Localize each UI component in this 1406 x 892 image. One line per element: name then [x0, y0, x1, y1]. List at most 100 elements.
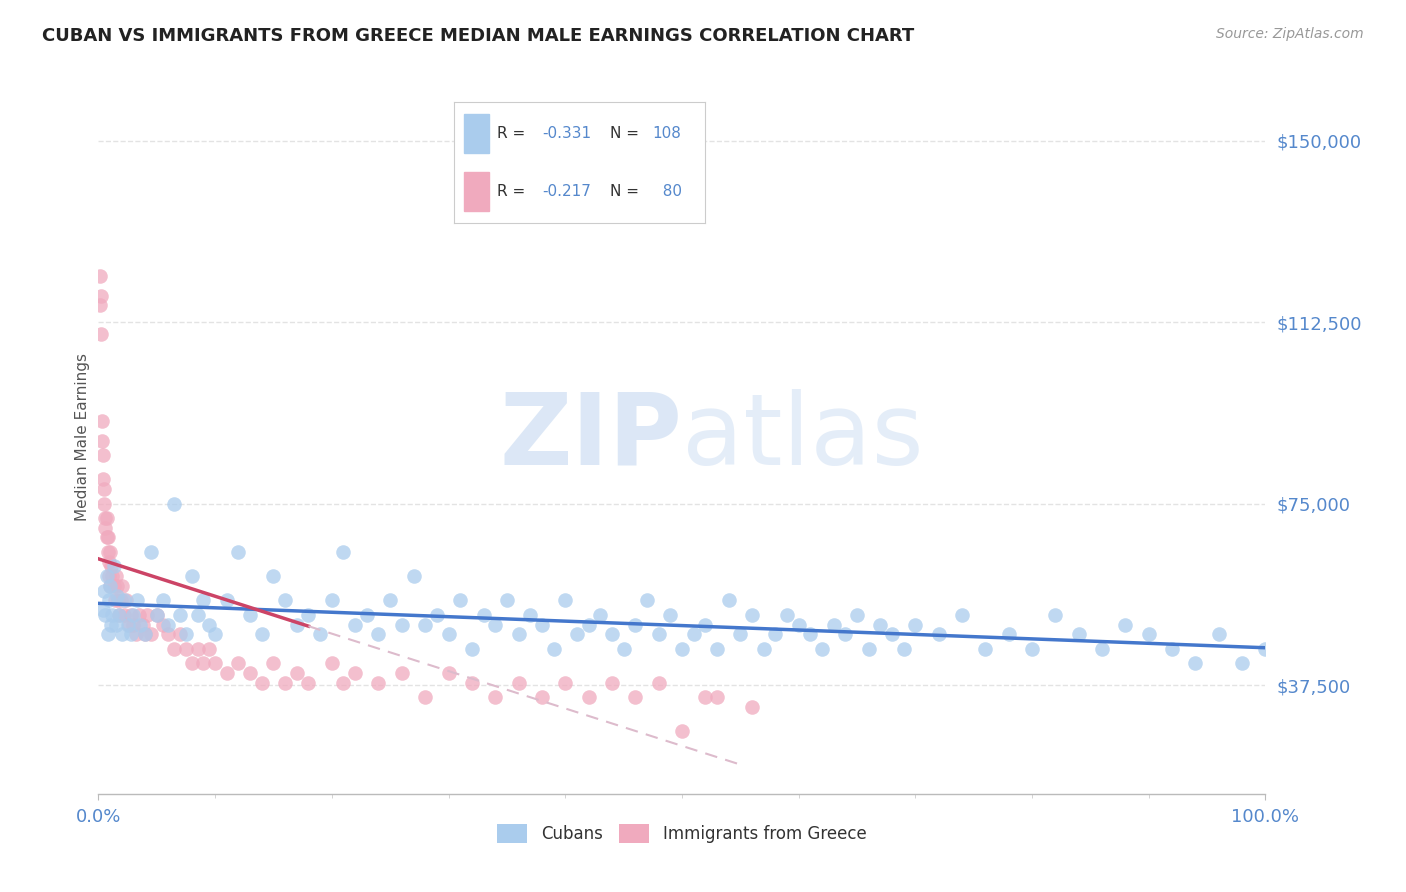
- Point: [647, 675, 669, 690]
- Point: [297, 607, 319, 622]
- Point: [97, 569, 120, 583]
- Point: [530, 690, 553, 705]
- Point: [717, 593, 740, 607]
- Point: [129, 617, 152, 632]
- Point: [600, 675, 623, 690]
- Point: [834, 627, 856, 641]
- Point: [93, 482, 115, 496]
- Point: [115, 593, 138, 607]
- Point: [228, 545, 250, 559]
- Point: [146, 607, 169, 622]
- Point: [741, 699, 763, 714]
- Point: [1045, 607, 1067, 622]
- Point: [204, 627, 226, 641]
- Point: [344, 617, 367, 632]
- Point: [904, 617, 927, 632]
- Point: [111, 579, 134, 593]
- Point: [96, 531, 118, 545]
- Point: [128, 607, 150, 622]
- Text: ZIP: ZIP: [499, 389, 682, 485]
- Point: [132, 617, 155, 632]
- Point: [321, 593, 343, 607]
- Point: [169, 627, 191, 641]
- Point: [187, 641, 209, 656]
- Point: [262, 569, 284, 583]
- Point: [118, 617, 141, 632]
- Point: [122, 607, 145, 622]
- Point: [484, 690, 506, 705]
- Point: [1161, 641, 1184, 656]
- Point: [98, 579, 121, 593]
- Point: [198, 617, 221, 632]
- Point: [101, 607, 124, 622]
- Point: [928, 627, 950, 641]
- Point: [543, 641, 565, 656]
- Point: [97, 627, 120, 641]
- Point: [332, 545, 354, 559]
- Point: [193, 657, 215, 671]
- Point: [1184, 657, 1206, 671]
- Point: [613, 641, 636, 656]
- Point: [647, 627, 669, 641]
- Point: [100, 617, 122, 632]
- Point: [108, 607, 131, 622]
- Point: [356, 607, 378, 622]
- Point: [893, 641, 915, 656]
- Point: [496, 593, 519, 607]
- Point: [103, 579, 125, 593]
- Point: [193, 593, 215, 607]
- Point: [695, 690, 717, 705]
- Point: [91, 448, 114, 462]
- Point: [950, 607, 973, 622]
- Point: [174, 641, 197, 656]
- Point: [484, 617, 506, 632]
- Point: [262, 657, 284, 671]
- Point: [157, 627, 180, 641]
- Point: [367, 675, 389, 690]
- Text: atlas: atlas: [682, 389, 924, 485]
- Point: [94, 511, 117, 525]
- Point: [204, 657, 226, 671]
- Point: [93, 583, 115, 598]
- Point: [426, 607, 449, 622]
- Point: [163, 641, 186, 656]
- Point: [1091, 641, 1114, 656]
- Point: [461, 641, 484, 656]
- Point: [776, 607, 799, 622]
- Point: [180, 569, 202, 583]
- Point: [146, 607, 169, 622]
- Point: [96, 511, 118, 525]
- Point: [139, 545, 162, 559]
- Point: [152, 593, 174, 607]
- Point: [274, 593, 297, 607]
- Point: [624, 617, 647, 632]
- Point: [103, 559, 125, 574]
- Point: [89, 298, 111, 312]
- Point: [554, 593, 576, 607]
- Point: [706, 690, 728, 705]
- Point: [472, 607, 495, 622]
- Point: [1067, 627, 1090, 641]
- Point: [120, 627, 142, 641]
- Point: [134, 627, 156, 641]
- Point: [332, 675, 354, 690]
- Point: [437, 627, 460, 641]
- Point: [554, 675, 576, 690]
- Point: [787, 617, 810, 632]
- Point: [90, 288, 112, 302]
- Point: [578, 617, 600, 632]
- Point: [297, 675, 319, 690]
- Point: [391, 665, 413, 680]
- Point: [152, 617, 174, 632]
- Point: [413, 690, 436, 705]
- Point: [174, 627, 197, 641]
- Point: [125, 593, 148, 607]
- Point: [659, 607, 682, 622]
- Point: [110, 593, 132, 607]
- Point: [880, 627, 903, 641]
- Point: [974, 641, 997, 656]
- Point: [823, 617, 845, 632]
- Point: [1254, 641, 1277, 656]
- Point: [98, 579, 121, 593]
- Point: [239, 665, 262, 680]
